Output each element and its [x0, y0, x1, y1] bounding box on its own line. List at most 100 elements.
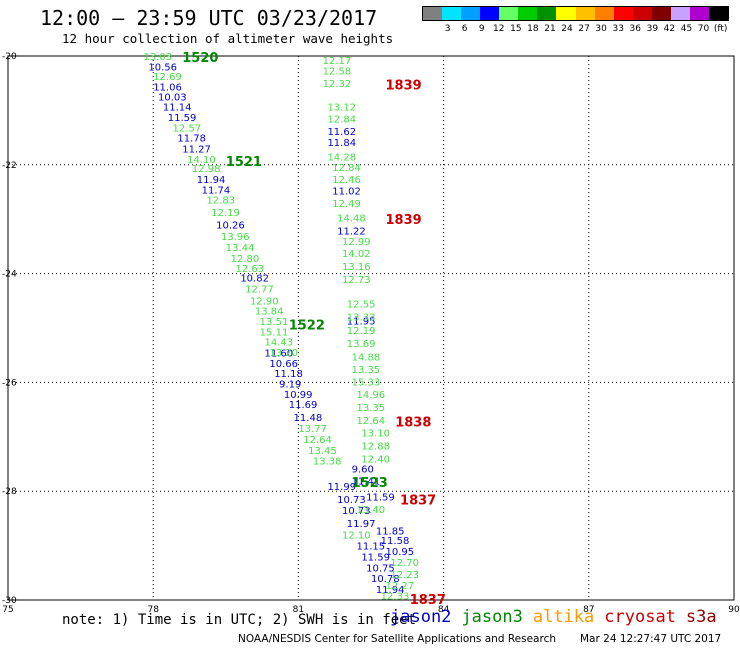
wave-height-label: 12.33 [381, 592, 410, 603]
wave-height-label: 14.96 [356, 390, 385, 401]
wave-height-label: 12.19 [347, 326, 376, 337]
wave-height-label: 12.80 [231, 254, 260, 265]
wave-height-label: 12.40 [361, 455, 390, 466]
legend-swatch [461, 7, 481, 20]
wave-height-label: 12.84 [327, 115, 356, 126]
wave-height-label: 13.10 [361, 428, 390, 439]
wave-height-label: 11.59 [168, 113, 197, 124]
wave-height-label: 13.03 [144, 52, 173, 63]
mission-altika: altika [532, 607, 595, 627]
chart-subtitle: 12 hour collection of altimeter wave hei… [62, 31, 394, 46]
pass-number-label: 1522 [289, 319, 325, 334]
legend-label: 39 [646, 24, 659, 34]
pass-number-label: 1839 [386, 213, 422, 228]
wave-height-label: 12.84 [332, 163, 361, 174]
wave-height-label: 14.28 [327, 153, 356, 164]
pass-number-label: 1521 [226, 155, 262, 170]
pass-number-label: 1837 [410, 593, 446, 608]
wave-height-label: 13.84 [255, 307, 284, 318]
wave-height-label: 11.95 [347, 316, 376, 327]
y-tick-label: -28 [2, 487, 17, 497]
legend-label: (ft) [713, 24, 728, 34]
legend-label: 70 [697, 24, 710, 34]
wave-height-label: 11.02 [332, 186, 361, 197]
wave-height-label: 10.73 [342, 506, 371, 517]
wave-height-label: 11.15 [356, 542, 385, 553]
wave-height-label: 13.33 [347, 313, 376, 324]
footer-note: note: 1) Time is in UTC; 2) SWH is in fe… [62, 612, 417, 628]
wave-height-label: 11.27 [182, 144, 211, 155]
wave-height-label: 12.73 [342, 275, 371, 286]
y-tick-label: -24 [2, 270, 17, 280]
x-tick-label: 75 [2, 605, 13, 615]
mission-jason3: jason3 [461, 607, 523, 627]
legend-label: 27 [578, 24, 590, 34]
wave-height-label: 10.66 [269, 359, 298, 370]
wave-height-label: 11.69 [289, 400, 318, 411]
mission-cryosat: cryosat [604, 607, 676, 627]
wave-height-label: 10.99 [284, 390, 313, 401]
wave-height-label: 10.95 [386, 547, 415, 558]
wave-height-label: 11.22 [337, 227, 366, 238]
wave-height-label: 11.06 [153, 82, 182, 93]
wave-height-label: 10.56 [148, 62, 177, 73]
wave-height-label: 11.14 [163, 103, 192, 114]
pass-number-label: 1837 [400, 493, 436, 508]
legend-swatch [651, 7, 671, 20]
wave-height-label: 12.64 [303, 435, 332, 446]
wave-height-label: 12.77 [245, 284, 274, 295]
wave-height-label: 11.99 [327, 482, 356, 493]
wave-height-label: 12.70 [390, 558, 419, 569]
pass-number-label: 1523 [352, 476, 388, 491]
legend-labels: 3 6 9 12 15 18 21 24 27 30 33 36 39 42 45 70 (ft) [422, 24, 729, 34]
wave-height-label: 12.32 [323, 79, 352, 90]
wave-height-label: 11.60 [265, 348, 294, 359]
x-tick-label: 90 [728, 605, 740, 615]
wave-height-label: 11.78 [177, 134, 206, 145]
x-tick-label: 87 [583, 605, 594, 615]
wave-height-label: 11.85 [376, 526, 405, 537]
color-scale-legend: 3 6 9 12 15 18 21 24 27 30 33 36 39 42 45 70 (ft) [422, 6, 729, 34]
wave-height-label: 12.99 [342, 237, 371, 248]
wave-height-label: 12.27 [386, 581, 415, 592]
wave-height-label: 14.48 [337, 214, 366, 225]
mission-s3a: s3a [685, 607, 717, 627]
wave-height-label: 13.45 [308, 446, 337, 457]
legend-swatch [670, 7, 690, 20]
wave-height-label: 11.62 [327, 127, 356, 138]
legend-label: 12 [493, 24, 505, 34]
legend-label: 3 [444, 24, 451, 34]
legend-label: 42 [663, 24, 676, 34]
wave-height-label: 13.51 [260, 317, 289, 328]
generated-timestamp: Mar 24 12:27:47 UTC 2017 [580, 633, 722, 645]
legend-swatch [575, 7, 595, 20]
wave-height-label: 13.96 [221, 232, 250, 243]
legend-swatch [632, 7, 652, 20]
wave-height-label: 11.94 [376, 585, 405, 596]
wave-height-label: 12.64 [356, 416, 385, 427]
wave-height-label: 10.78 [371, 574, 400, 585]
wave-height-label: 13.69 [347, 339, 376, 350]
wave-height-label: 11.59 [366, 493, 395, 504]
wave-height-label: 12.98 [192, 164, 221, 175]
x-tick-label: 81 [293, 605, 304, 615]
wave-height-label: 9.19 [279, 379, 301, 390]
legend-swatch [518, 7, 538, 20]
legend-label: 36 [629, 24, 641, 34]
wave-height-label: 9.60 [352, 464, 374, 475]
wave-height-label: 11.58 [381, 536, 410, 547]
legend-label: 21 [544, 24, 556, 34]
legend-swatch [537, 7, 557, 20]
wave-height-label: 14.88 [352, 352, 381, 363]
wave-height-label: 11.74 [202, 185, 231, 196]
legend-swatch [480, 7, 500, 20]
wave-height-label: 12.88 [361, 442, 390, 453]
wave-height-label: 12.49 [332, 199, 361, 210]
wave-height-label: 11.48 [294, 413, 323, 424]
wave-height-label: 15.11 [260, 327, 289, 338]
y-tick-label: -22 [2, 161, 17, 171]
wave-height-label: 15.33 [352, 377, 381, 388]
wave-height-label: 11.97 [347, 519, 376, 530]
wave-height-label: 12.23 [390, 570, 419, 581]
